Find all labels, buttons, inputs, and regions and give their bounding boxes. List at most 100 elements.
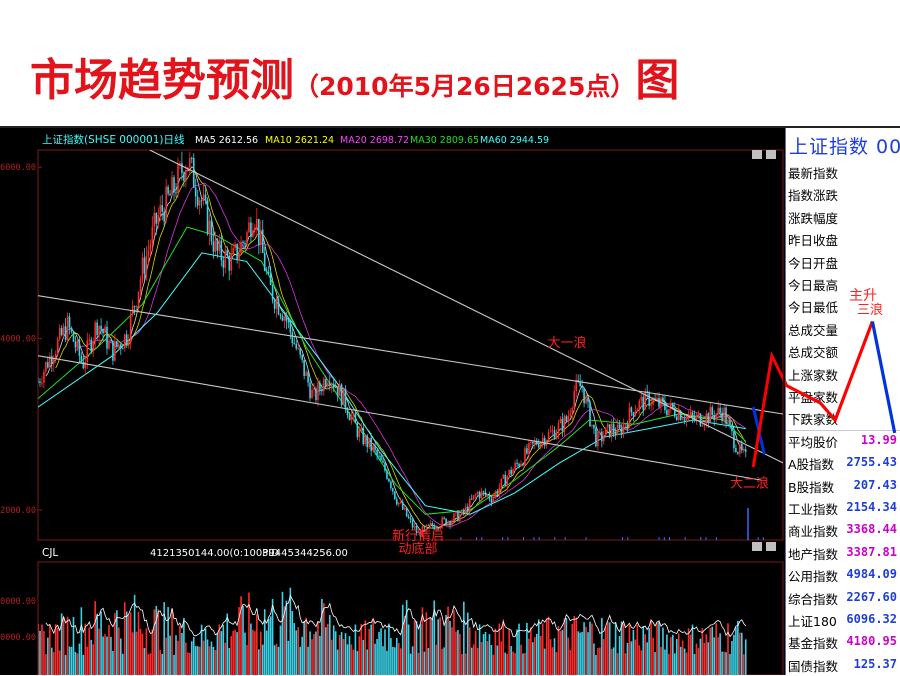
volume-bar [121,653,124,675]
quote-row-value: 4180.95 [846,634,897,649]
marker-bar [747,508,749,540]
quote-row[interactable]: B股指数 207.43 [786,475,900,497]
candle-body [583,387,585,404]
volume-bar [683,648,686,675]
candle-body [258,218,260,246]
volume-bar [258,649,260,675]
volume-bar [679,646,682,675]
candle-body [614,432,617,436]
volume-bar [405,600,408,675]
candle-body [603,436,605,442]
chart-nav-button-left[interactable] [752,150,762,159]
quote-row[interactable]: 今日最低 [786,295,900,317]
candle-body [106,326,108,349]
quote-row[interactable]: 平盘家数 [786,385,900,407]
marker-dot [762,537,764,540]
volume-bar [727,623,729,675]
candle-body [577,380,579,382]
volume-nav-button-left[interactable] [752,542,762,551]
volume-bar [261,644,264,675]
volume-bar [701,628,704,675]
candle-body [259,229,262,246]
candle-body [250,222,252,237]
quote-row[interactable]: 昨日收盘 [786,228,900,250]
volume-bar [721,651,723,675]
candle-body [62,326,65,336]
volume-bar [441,648,443,675]
quote-row[interactable]: 上证180 6096.32 [786,609,900,631]
quote-row[interactable]: 总成交额 [786,340,900,362]
volume-bar [662,627,664,675]
quote-row[interactable]: 工业指数 2154.34 [786,497,900,519]
quote-row[interactable]: 上涨家数 [786,363,900,385]
volume-bar [699,638,702,675]
chart-nav-button-right[interactable] [766,150,776,159]
volume-marker-row [460,508,764,540]
quote-row[interactable]: 今日开盘 [786,251,900,273]
candle-body [490,498,493,503]
quote-row[interactable]: 总成交量 [786,318,900,340]
volume-bar [656,622,658,675]
volume-plot-frame [37,561,784,675]
volume-nav-button-right[interactable] [766,542,776,551]
candle-body [541,438,544,442]
volume-bar [145,628,148,675]
candle-body [642,396,645,410]
candle-body [634,411,637,416]
quote-row[interactable]: 基金指数 4180.95 [786,631,900,653]
quote-row[interactable]: 平均股价 13.99 [786,429,900,452]
quote-row[interactable]: 下跌家数 [786,407,900,429]
candle-body [573,391,576,409]
candle-body [167,186,169,194]
quote-row[interactable]: 综合指数 2267.60 [786,587,900,609]
candle-body [423,526,426,528]
quote-row[interactable]: 地产指数 3387.81 [786,542,900,564]
candle-body [439,527,441,530]
candle-body [695,415,698,421]
candle-body [537,444,540,448]
candle-body [658,397,660,407]
candle-body [626,424,629,428]
candle-body [220,240,223,261]
volume-bar [293,623,296,675]
candle-body [563,416,566,432]
candle-body [332,383,335,388]
marker-dot [757,537,759,540]
candle-body [330,383,333,386]
quote-row[interactable]: 指数涨跌 [786,183,900,205]
candle-body [705,413,708,425]
candle-body [683,419,686,421]
quote-row[interactable]: 涨跌幅度 [786,206,900,228]
candle-body [697,413,700,416]
volume-bar [202,640,205,675]
quote-row[interactable]: A股指数 2755.43 [786,452,900,474]
candle-body [591,424,593,427]
volume-bar [236,632,238,675]
candle-body [433,526,436,530]
volume-bar [407,624,410,675]
volume-bar [457,630,459,675]
candle-body [599,431,601,433]
candle-body [386,470,388,479]
candle-body [277,299,280,315]
quote-row[interactable]: 今日最高 [786,273,900,295]
quote-panel: 上证指数 000 最新指数指数涨跌涨跌幅度昨日收盘今日开盘今日最高今日最低总成交… [785,128,900,675]
candle-body [38,381,39,383]
volume-bar [735,627,737,675]
volume-bar [427,647,430,675]
quote-row[interactable]: 国债指数 125.37 [786,654,900,676]
quote-row[interactable]: 公用指数 4984.09 [786,564,900,586]
candle-body [210,220,213,242]
quote-row[interactable]: 最新指数 [786,161,900,183]
marker-dot [663,537,665,540]
candle-body [709,407,712,423]
quote-row-label: 基金指数 [788,636,839,652]
volume-bar [539,635,542,675]
volume-bar [323,603,325,675]
candle-body [45,362,47,372]
candle-body [47,362,49,368]
candle-body [506,476,509,486]
volume-bar [565,618,568,675]
quote-row[interactable]: 商业指数 3368.44 [786,519,900,541]
volume-bar [129,612,132,675]
